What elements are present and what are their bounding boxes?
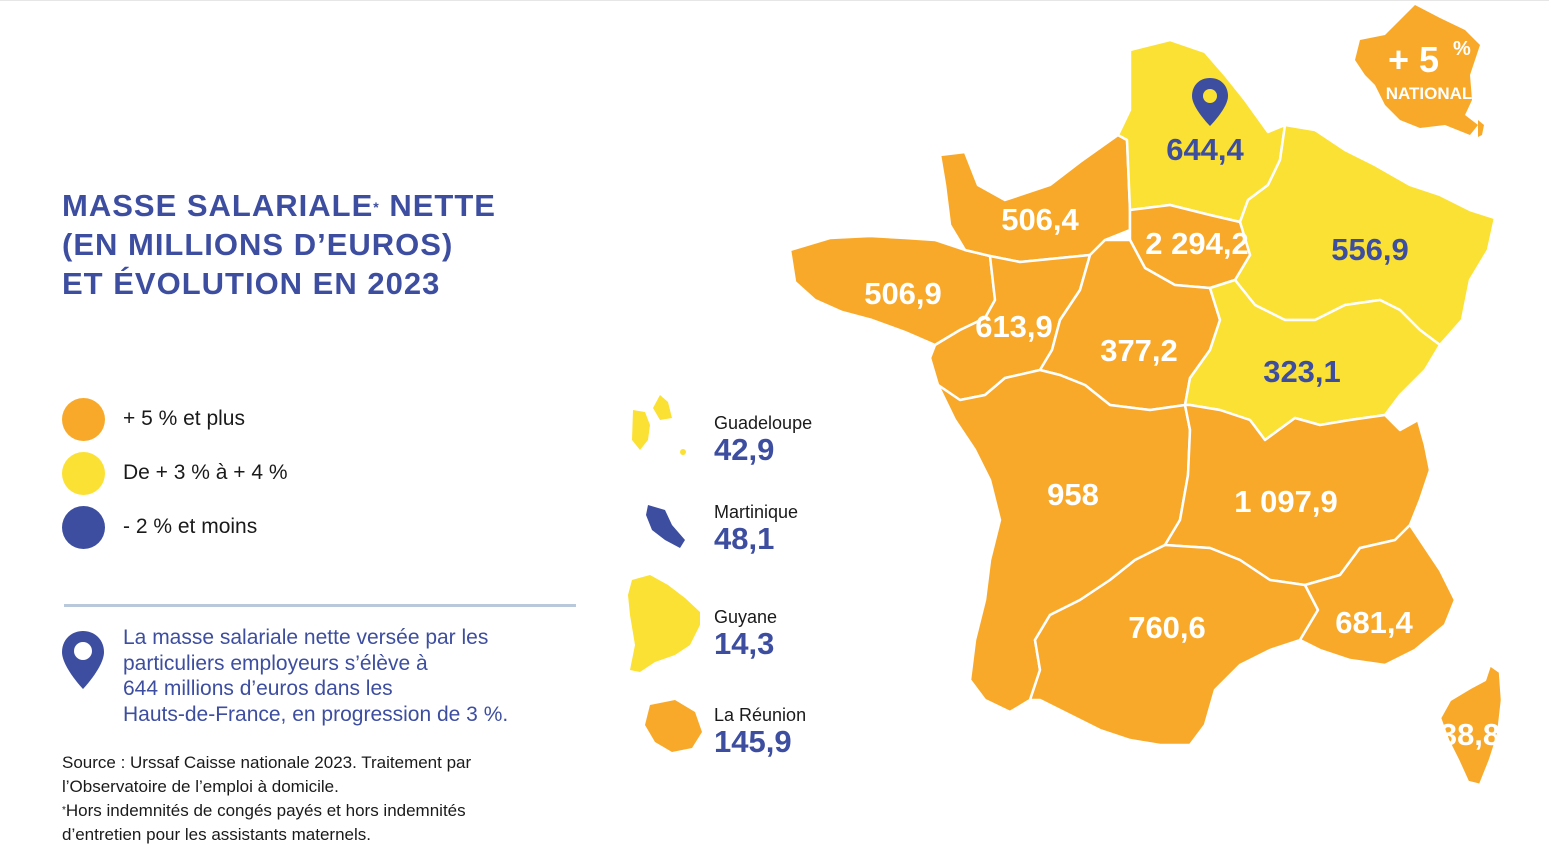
national-mini-corse (1478, 120, 1484, 137)
note-line: La masse salariale nette versée par les (123, 626, 489, 649)
top-rule (0, 0, 1549, 1)
title-line-2: (EN MILLIONS D’EUROS) (62, 227, 454, 262)
region-occitanie[interactable] (1028, 543, 1320, 747)
title-line-3: ET ÉVOLUTION EN 2023 (62, 266, 441, 301)
overseas-name-guadeloupe: Guadeloupe (714, 413, 813, 433)
martinique-shape[interactable] (646, 505, 685, 548)
value-auvergne-rhone-alpes: 1 097,9 (1234, 484, 1337, 519)
guadeloupe-shape[interactable] (632, 395, 686, 455)
value-hauts-de-france: 644,4 (1166, 132, 1244, 167)
source-line: d’entretien pour les assistants maternel… (62, 825, 371, 844)
region-corse[interactable] (1438, 663, 1504, 787)
national-label: NATIONAL (1386, 84, 1473, 103)
value-bourgogne-franche-comte: 323,1 (1263, 354, 1341, 389)
value-ile-de-france: 2 294,2 (1145, 226, 1248, 261)
overseas-name-martinique: Martinique (714, 502, 799, 522)
national-mini-france (1355, 5, 1480, 135)
value-grand-est: 556,9 (1331, 232, 1409, 267)
national-badge: + 5 % NATIONAL (1386, 38, 1473, 103)
source-line: l’Observatoire de l’emploi à domicile. (62, 777, 339, 796)
value-paca: 681,4 (1335, 605, 1413, 640)
overseas-value-martinique: 48,1 (714, 521, 775, 556)
footnote-mark: * (62, 805, 66, 816)
divider (64, 604, 576, 607)
title-footnote-mark: * (373, 199, 380, 215)
overseas-value-guadeloupe: 42,9 (714, 432, 775, 467)
note-line: particuliers employeurs s’élève à (123, 651, 428, 675)
region-paca[interactable] (1298, 523, 1457, 667)
note-line: 644 millions d’euros dans les (123, 677, 393, 700)
value-occitanie: 760,6 (1128, 610, 1206, 645)
value-bretagne: 506,9 (864, 276, 942, 311)
source-note: Source : Urssaf Caisse nationale 2023. T… (62, 751, 562, 847)
guyane-shape[interactable] (628, 575, 700, 672)
map-pin-icon (1192, 78, 1228, 126)
note-line: Hauts-de-France, en progression de 3 %. (123, 702, 509, 726)
legend-swatch-orange (62, 398, 105, 441)
overseas-name-reunion: La Réunion (714, 705, 807, 725)
legend-label: - 2 % et moins (123, 515, 258, 538)
page-title: MASSE SALARIALE* NETTE (EN MILLIONS D’EU… (62, 186, 582, 303)
legend-swatch-blue (62, 506, 105, 549)
value-pays-de-la-loire: 613,9 (975, 309, 1053, 344)
value-nouvelle-aquitaine: 958 (1047, 477, 1099, 512)
value-corse: 38,8 (1440, 717, 1500, 752)
source-line: Source : Urssaf Caisse nationale 2023. T… (62, 753, 472, 772)
legend-label: + 5 % et plus (123, 407, 245, 430)
legend-label: De + 3 % à + 4 % (123, 461, 288, 484)
overseas-name-guyane: Guyane (714, 607, 778, 627)
value-normandie: 506,4 (1001, 202, 1079, 237)
title-line-1: MASSE SALARIALE (62, 188, 374, 223)
legend-swatch-yellow (62, 452, 105, 495)
source-line: Hors indemnités de congés payés et hors … (65, 801, 466, 820)
map-pin-icon (62, 631, 104, 689)
title-line-1-end: NETTE (379, 188, 496, 223)
note-text: La masse salariale nette versée par les … (123, 625, 583, 727)
overseas-value-guyane: 14,3 (714, 626, 775, 661)
value-centre-val-de-loire: 377,2 (1100, 333, 1178, 368)
national-unit: % (1453, 38, 1471, 60)
reunion-shape[interactable] (645, 700, 702, 752)
overseas-value-reunion: 145,9 (714, 724, 792, 759)
national-value: + 5 (1388, 39, 1439, 80)
